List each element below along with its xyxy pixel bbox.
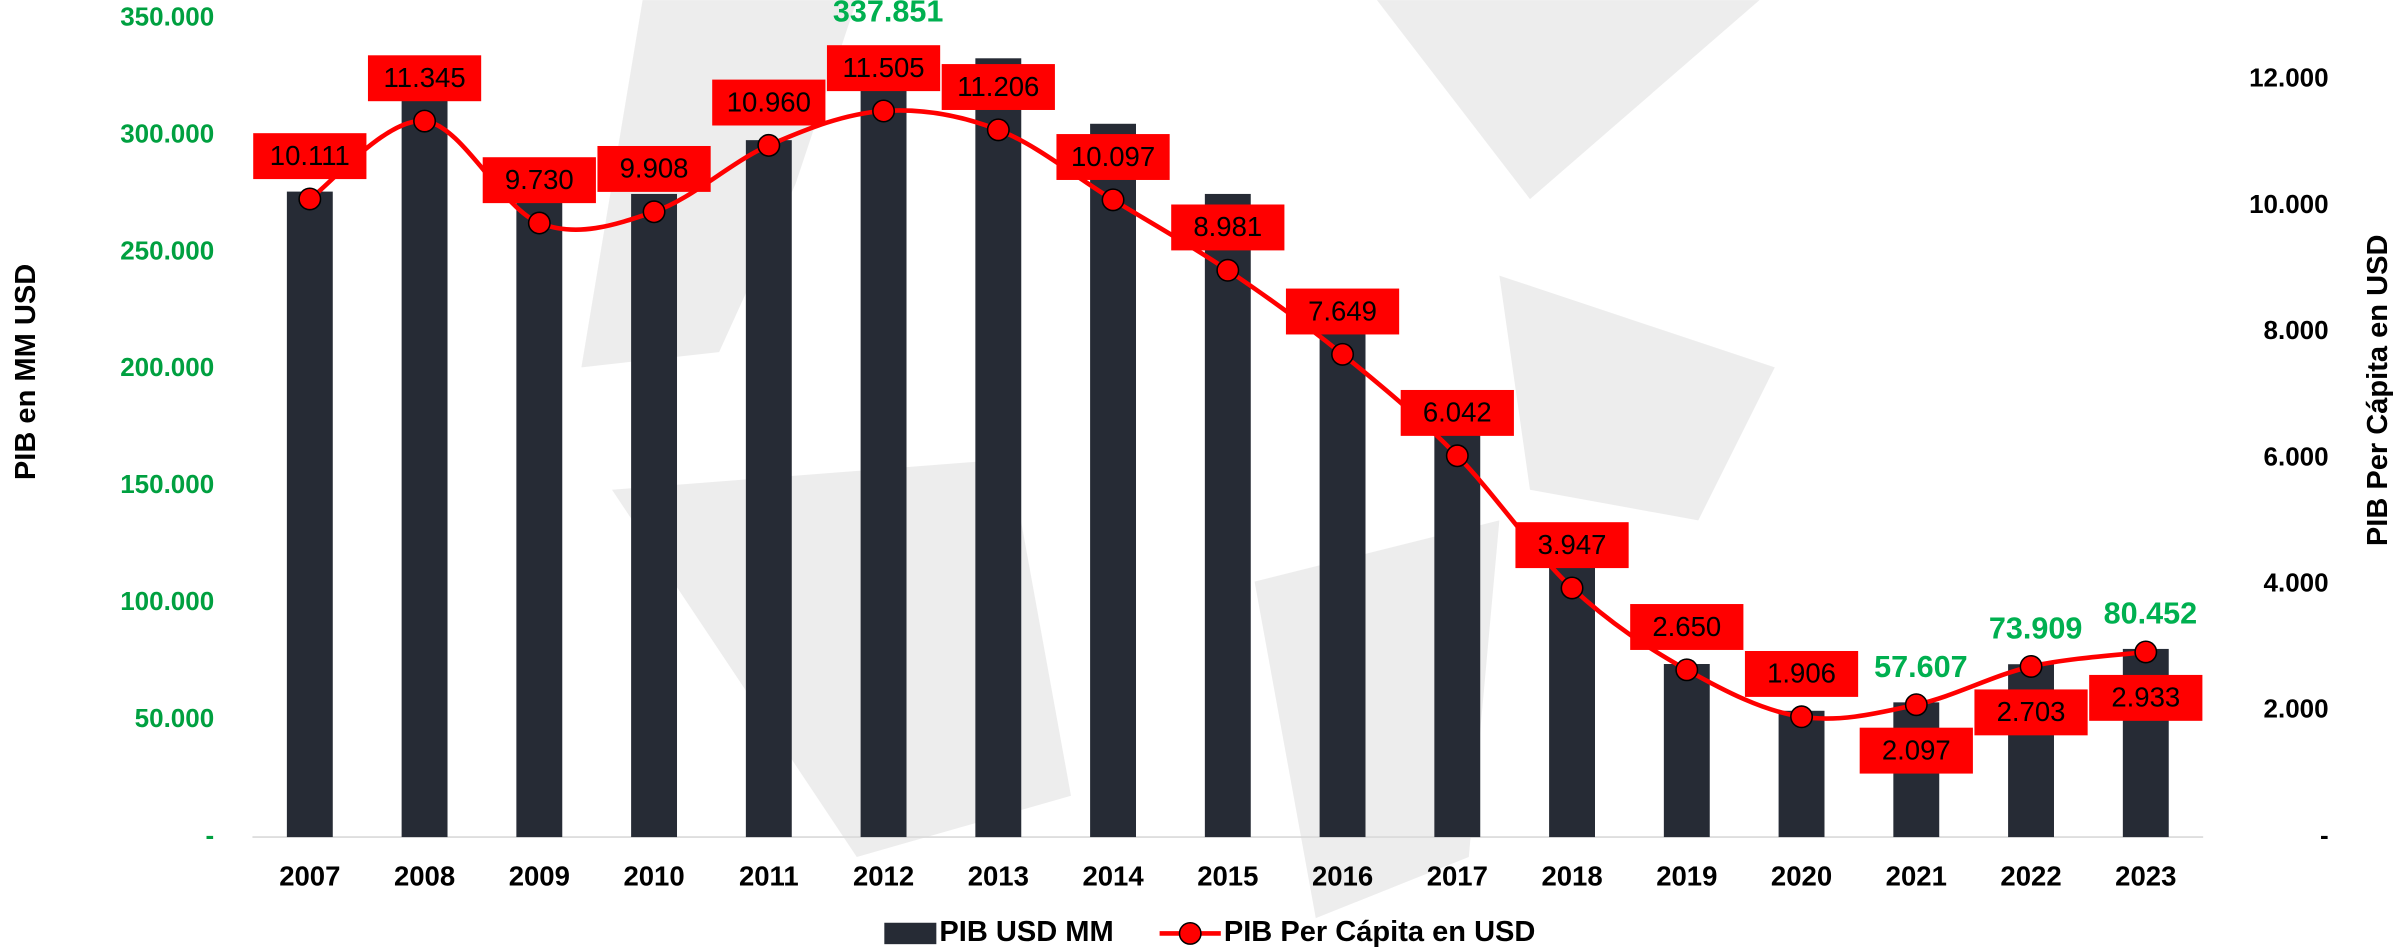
bar-value-label: 80.452: [2104, 596, 2198, 630]
y2-tick-label: -: [2320, 820, 2329, 850]
bar-value-label: 57.607: [1874, 650, 1968, 684]
line-value-label: 1.906: [1767, 658, 1836, 689]
x-tick-label: 2011: [739, 861, 799, 892]
marker: [1791, 706, 1812, 727]
marker: [1906, 694, 1927, 715]
bar: [287, 192, 333, 837]
y-tick-label: 150.000: [120, 469, 214, 499]
x-tick-label: 2015: [1197, 861, 1258, 892]
x-tick-label: 2023: [2115, 861, 2176, 892]
line-value-label: 11.505: [842, 52, 924, 83]
x-tick-label: 2019: [1656, 861, 1717, 892]
bar: [975, 58, 1021, 837]
bar: [516, 199, 562, 837]
x-tick-label: 2013: [968, 861, 1029, 892]
bar: [1664, 664, 1710, 837]
y-tick-label: 300.000: [120, 118, 214, 148]
line-value-label: 7.649: [1308, 295, 1377, 326]
line-value-label: 2.933: [2111, 682, 2180, 713]
marker: [758, 135, 779, 156]
x-tick-label: 2020: [1771, 861, 1832, 892]
x-tick-label: 2014: [1082, 861, 1144, 892]
y-tick-label: 350.000: [120, 1, 214, 31]
y-tick-label: 50.000: [135, 703, 215, 733]
y-tick-label: 250.000: [120, 235, 214, 265]
marker: [643, 201, 664, 222]
y2-tick-label: 4.000: [2264, 568, 2329, 598]
y-axis-label: PIB en MM USD: [10, 264, 42, 480]
y2-tick-label: 6.000: [2264, 441, 2329, 471]
line-value-label: 2.650: [1652, 611, 1721, 642]
marker: [873, 100, 894, 121]
bar: [1779, 711, 1825, 837]
x-tick-label: 2018: [1541, 861, 1602, 892]
bar: [631, 194, 677, 837]
legend-swatch: [1179, 923, 1200, 944]
line-value-label: 10.960: [727, 86, 811, 117]
bar-value-label: 337.851: [833, 0, 944, 28]
bar: [1090, 124, 1136, 837]
y2-tick-label: 10.000: [2249, 189, 2329, 219]
line-value-label: 11.206: [957, 71, 1039, 102]
line-value-label: 11.345: [384, 62, 466, 93]
bar: [1549, 566, 1595, 837]
line-value-label: 10.111: [270, 140, 350, 171]
x-tick-label: 2016: [1312, 861, 1373, 892]
marker: [1561, 577, 1582, 598]
x-tick-label: 2017: [1427, 861, 1488, 892]
y2-tick-label: 8.000: [2264, 315, 2329, 345]
marker: [414, 110, 435, 131]
line-value-label: 6.042: [1423, 397, 1492, 428]
bar: [861, 47, 907, 837]
line-value-label: 9.730: [505, 164, 574, 195]
y2-tick-label: 2.000: [2264, 694, 2329, 724]
y-tick-label: -: [206, 820, 215, 850]
line-value-label: 2.097: [1882, 734, 1951, 765]
bar: [1205, 194, 1251, 837]
bar: [1320, 309, 1366, 838]
marker: [1447, 445, 1468, 466]
bar: [746, 140, 792, 837]
x-tick-label: 2010: [623, 861, 684, 892]
legend-swatch: [884, 923, 936, 944]
bar: [1434, 423, 1480, 837]
line-value-label: 3.947: [1538, 529, 1607, 560]
legend-label: PIB USD MM: [939, 916, 1113, 948]
y-tick-label: 100.000: [120, 586, 214, 616]
marker: [2020, 656, 2041, 677]
marker: [1217, 260, 1238, 281]
marker: [529, 212, 550, 233]
marker: [2135, 641, 2156, 662]
x-tick-label: 2009: [509, 861, 570, 892]
line-value-label: 10.097: [1071, 141, 1155, 172]
y2-axis-label: PIB Per Cápita en USD: [2362, 235, 2394, 547]
marker: [1332, 344, 1353, 365]
line-value-label: 2.703: [1997, 696, 2066, 727]
x-tick-label: 2008: [394, 861, 455, 892]
x-tick-label: 2007: [279, 861, 340, 892]
line-value-label: 9.908: [620, 153, 689, 184]
line-value-label: 8.981: [1193, 211, 1262, 242]
y2-tick-label: 12.000: [2249, 63, 2329, 93]
chart: PIB en MM USD PIB Per Cápita en USD - 50.…: [0, 0, 2399, 952]
bar: [402, 100, 448, 837]
x-tick-label: 2021: [1886, 861, 1947, 892]
marker: [299, 188, 320, 209]
bar-value-label: 73.909: [1989, 612, 2083, 646]
marker: [1102, 189, 1123, 210]
y-tick-label: 200.000: [120, 352, 214, 382]
marker: [1676, 659, 1697, 680]
x-tick-label: 2012: [853, 861, 914, 892]
x-tick-label: 2022: [2000, 861, 2061, 892]
marker: [988, 119, 1009, 140]
legend-label: PIB Per Cápita en USD: [1224, 916, 1536, 948]
